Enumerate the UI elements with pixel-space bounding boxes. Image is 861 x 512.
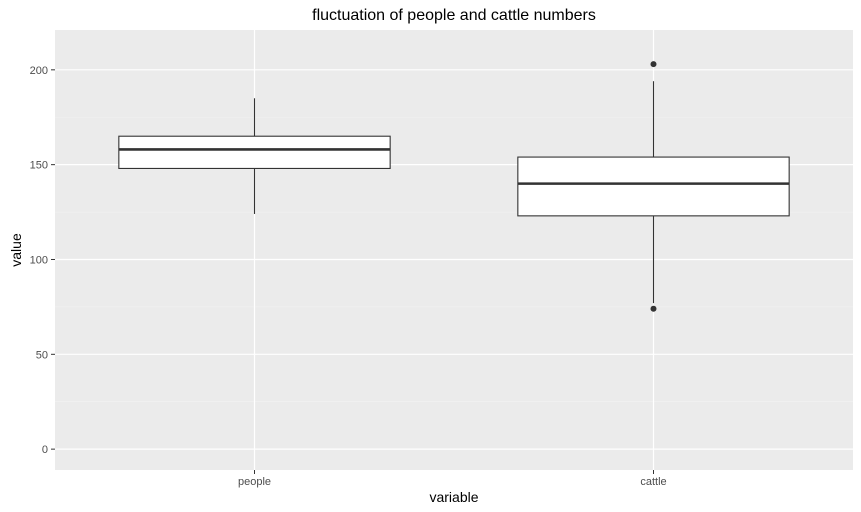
y-tick-label: 200 <box>30 65 48 77</box>
chart-title: fluctuation of people and cattle numbers <box>312 7 596 24</box>
y-tick-label: 0 <box>42 444 48 456</box>
x-axis-title: variable <box>429 489 478 505</box>
y-tick-label: 50 <box>36 349 48 361</box>
outlier-point <box>650 61 657 68</box>
x-axis: people cattle <box>238 470 667 488</box>
box-body <box>118 135 391 169</box>
outlier-point <box>650 305 657 312</box>
box-body <box>517 156 790 217</box>
box-cattle <box>517 61 790 312</box>
box-people <box>118 98 391 214</box>
plot-panel <box>55 30 853 470</box>
x-tick-label: cattle <box>640 476 666 488</box>
y-axis-title: value <box>8 233 24 267</box>
x-tick-label: people <box>238 476 271 488</box>
box-series <box>118 61 790 312</box>
y-tick-label: 100 <box>30 254 48 266</box>
y-axis: 0 50 100 150 200 <box>30 65 55 456</box>
y-tick-label: 150 <box>30 160 48 172</box>
